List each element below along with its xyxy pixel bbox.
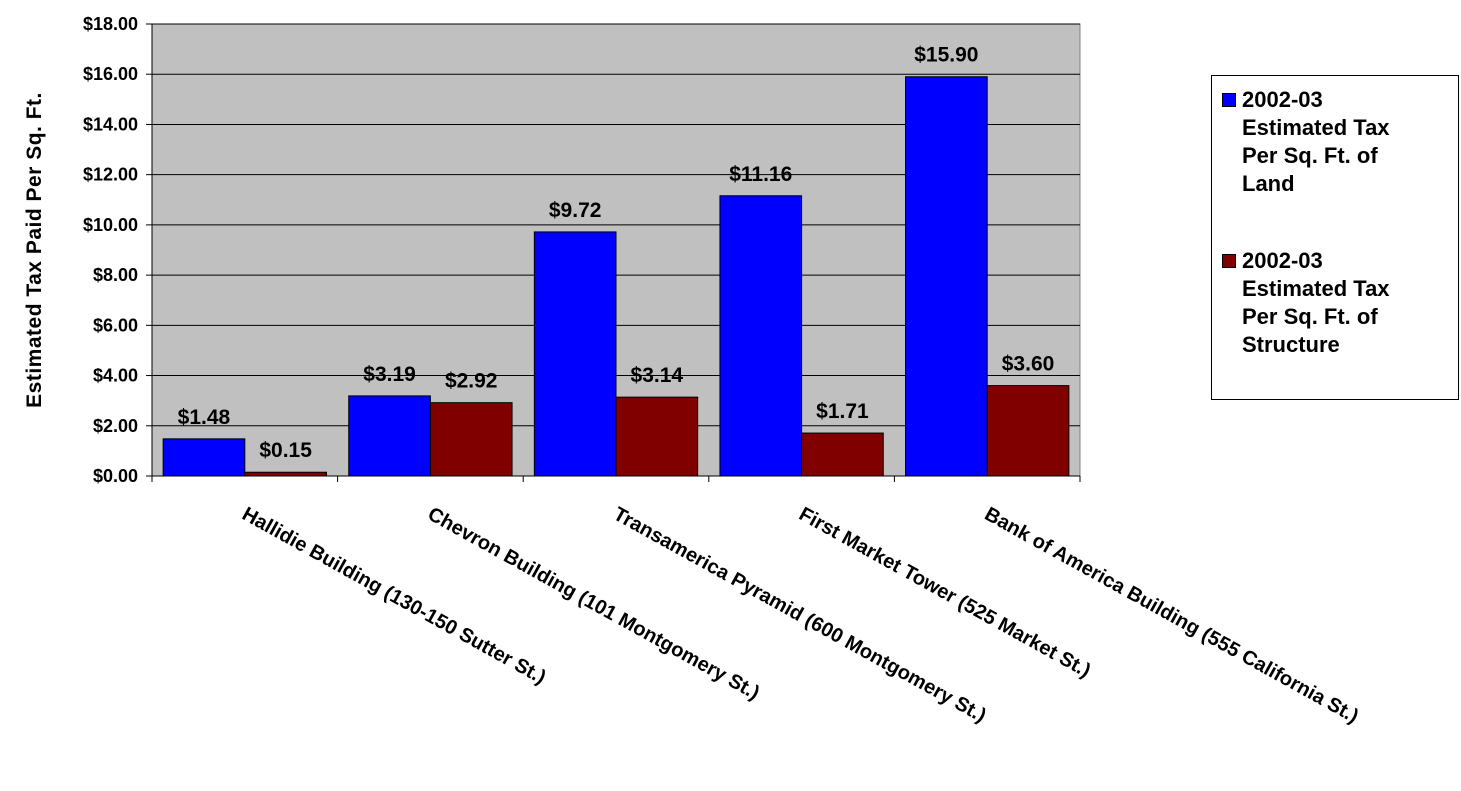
bar: [905, 76, 988, 477]
y-tick-label: $2.00: [93, 416, 138, 436]
legend-label-line: Structure: [1242, 332, 1340, 357]
bar: [162, 438, 246, 477]
y-axis-title: Estimated Tax Paid Per Sq. Ft.: [23, 92, 46, 408]
bar: [244, 471, 327, 477]
y-tick-label: $0.00: [93, 466, 138, 486]
y-tick-label: $8.00: [93, 265, 138, 285]
category-label: First Market Tower (525 Market St.): [795, 503, 1094, 682]
bar: [429, 402, 513, 477]
bars: [162, 76, 1070, 477]
category-label: Chevron Building (101 Montgomery St.): [424, 503, 763, 704]
data-label: $11.16: [729, 163, 792, 186]
data-label: $9.72: [549, 199, 602, 222]
legend-label-line: Per Sq. Ft. of: [1242, 143, 1378, 168]
category-label: Hallidie Building (130-150 Sutter St.): [238, 503, 549, 689]
legend-label-line: Land: [1242, 171, 1295, 196]
legend-label-line: 2002-03: [1242, 248, 1323, 273]
category-label: Bank of America Building (555 California…: [981, 503, 1362, 728]
legend-label-line: 2002-03: [1242, 87, 1323, 112]
bar: [615, 396, 699, 477]
legend-label-line: Estimated Tax: [1242, 115, 1390, 140]
data-label: $1.48: [178, 406, 231, 429]
bar: [801, 432, 884, 477]
bar: [986, 385, 1070, 477]
legend: 2002-03 Estimated Tax Per Sq. Ft. of Lan…: [1211, 75, 1459, 400]
data-labels: $1.48 $3.19 $9.72 $11.16 $15.90 $0.15 $2.92 $3.…: [178, 44, 1055, 463]
axes: [146, 23, 1081, 482]
y-tick-label: $4.00: [93, 366, 138, 386]
legend-label-line: Estimated Tax: [1242, 276, 1390, 301]
category-label: Transamerica Pyramid (600 Montgomery St.…: [610, 503, 990, 727]
y-tick-label: $18.00: [83, 14, 138, 34]
data-label: $3.14: [631, 364, 684, 387]
y-tick-label: $12.00: [83, 165, 138, 185]
data-label: $3.60: [1002, 353, 1055, 376]
data-label: $0.15: [259, 439, 312, 462]
bar: [348, 395, 431, 477]
data-label: $15.90: [914, 44, 978, 67]
legend-swatch-structure: [1222, 254, 1236, 268]
y-tick-labels: $0.00 $2.00 $4.00 $6.00 $8.00 $10.00 $12.00 $14…: [83, 14, 138, 486]
legend-label-line: Per Sq. Ft. of: [1242, 304, 1378, 329]
bar: [533, 231, 617, 477]
y-tick-label: $6.00: [93, 315, 138, 335]
y-tick-label: $14.00: [83, 114, 138, 134]
bar: [719, 195, 803, 477]
data-label: $1.71: [816, 400, 869, 423]
y-tick-label: $10.00: [83, 215, 138, 235]
data-label: $2.92: [445, 370, 498, 393]
data-label: $3.19: [363, 363, 416, 386]
legend-swatch-land: [1222, 93, 1236, 107]
y-tick-label: $16.00: [83, 64, 138, 84]
category-labels: Hallidie Building (130-150 Sutter St.)Ch…: [238, 503, 1362, 728]
